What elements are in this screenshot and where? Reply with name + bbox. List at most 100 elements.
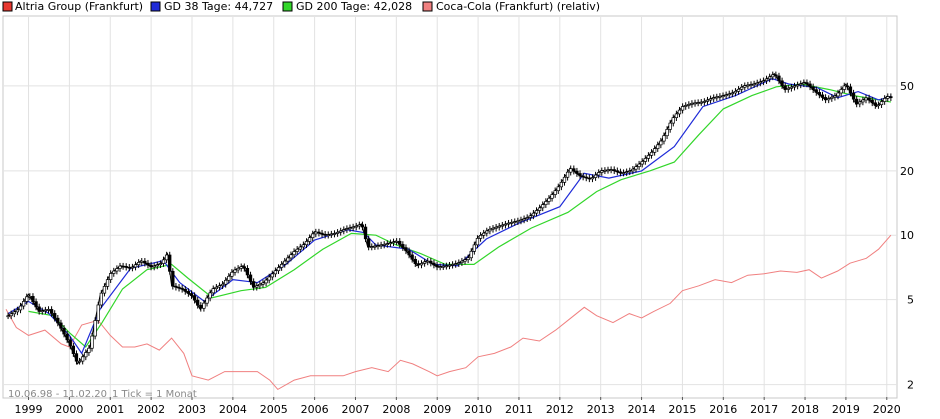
candle-body <box>519 219 523 222</box>
candle-body <box>740 86 744 90</box>
candle-body <box>323 233 327 236</box>
candle-body <box>279 263 284 268</box>
candle-body <box>422 261 427 264</box>
candle-body <box>736 88 741 92</box>
candle-body <box>224 279 228 285</box>
candle-body <box>239 266 243 269</box>
candle-body <box>534 210 539 214</box>
candle-body <box>130 266 135 269</box>
candle-body <box>469 250 473 259</box>
candle-body <box>21 301 26 307</box>
candle-body <box>68 339 72 347</box>
candle-body <box>503 223 508 226</box>
candle-body <box>307 237 312 242</box>
candle-body <box>342 229 346 232</box>
candle-body <box>258 283 262 287</box>
candle-body <box>298 246 302 250</box>
candle-body <box>149 264 153 268</box>
candle-body <box>513 221 517 224</box>
candle-body <box>388 242 393 245</box>
candle-body <box>230 271 234 277</box>
candle-body <box>81 356 85 362</box>
candle-body <box>320 232 324 235</box>
candle-body <box>581 175 585 178</box>
candle-body <box>255 285 259 288</box>
candle-body <box>205 297 209 304</box>
candle-body <box>326 234 330 236</box>
candle-body <box>867 97 871 101</box>
candle-body <box>876 104 881 107</box>
candle-body <box>251 281 256 288</box>
legend-label-gd200: GD 200 Tage: 42,028 <box>296 0 412 13</box>
candle-body <box>348 227 352 230</box>
candle-body <box>49 309 54 314</box>
candle-body <box>438 266 442 268</box>
candle-body <box>376 245 380 247</box>
legend-swatch-gd200 <box>282 1 293 12</box>
legend-label-gd38: GD 38 Tage: 44,727 <box>164 0 273 13</box>
candle-body <box>242 266 246 269</box>
candle-body <box>814 89 818 93</box>
candle-body <box>53 313 57 319</box>
candle-body <box>774 74 778 77</box>
candle-body <box>531 212 536 217</box>
candle-body <box>870 99 874 104</box>
candle-body <box>649 151 654 156</box>
candle-body <box>460 260 464 263</box>
series-cocacola-line <box>5 234 892 391</box>
candle-body <box>516 220 520 223</box>
candle-body <box>457 262 461 265</box>
candle-body <box>593 174 598 178</box>
candle-body <box>488 228 492 232</box>
candle-body <box>311 233 315 239</box>
candle-body <box>618 171 623 174</box>
candle-body <box>332 233 337 235</box>
candle-body <box>652 148 657 153</box>
candle-body <box>87 347 91 353</box>
x-tick-label: 2020 <box>873 403 901 416</box>
candle-body <box>28 296 32 298</box>
candle-body <box>407 250 411 256</box>
candle-body <box>590 177 595 180</box>
x-tick-label: 2012 <box>546 403 574 416</box>
x-tick-label: 2016 <box>709 403 737 416</box>
candle-body <box>56 317 60 324</box>
x-tick-label: 2014 <box>628 403 656 416</box>
candle-body <box>99 292 103 306</box>
candle-body <box>879 101 884 106</box>
candle-body <box>354 225 358 228</box>
candle-body <box>836 92 840 97</box>
candle-body <box>62 327 66 335</box>
candle-body <box>553 190 557 195</box>
candle-body <box>317 231 321 234</box>
candle-body <box>547 197 551 202</box>
candle-body <box>743 85 747 88</box>
candle-body <box>783 85 787 90</box>
plot-frame <box>2 15 898 399</box>
candle-body <box>811 86 815 91</box>
candle-body <box>447 264 452 267</box>
x-tick-label: 2011 <box>505 403 533 416</box>
x-tick-label: 2006 <box>301 403 329 416</box>
candle-body <box>183 288 187 292</box>
candle-body <box>609 169 613 171</box>
candle-body <box>158 263 163 266</box>
candle-body <box>367 238 371 248</box>
candle-body <box>6 315 10 318</box>
candle-body <box>668 122 672 130</box>
candle-body <box>180 287 184 290</box>
y-axis: 2 5 10 20 50 <box>900 80 914 392</box>
candle-body <box>363 226 368 240</box>
candle-body <box>864 97 868 101</box>
candle-body <box>845 85 850 88</box>
legend-swatch-gd38 <box>150 1 161 12</box>
legend: Altria Group (Frankfurt) GD 38 Tage: 44,… <box>2 0 600 13</box>
chart-footer: 10.06.98 - 11.02.20 1 Tick = 1 Monat <box>8 389 197 400</box>
candle-body <box>559 182 564 188</box>
candle-body <box>379 244 383 247</box>
candle-body <box>463 259 467 262</box>
candle-body <box>295 248 299 252</box>
footer-date-range: 10.06.98 - 11.02.20 <box>8 389 107 400</box>
candle-body <box>705 99 710 102</box>
candle-body <box>671 117 675 124</box>
